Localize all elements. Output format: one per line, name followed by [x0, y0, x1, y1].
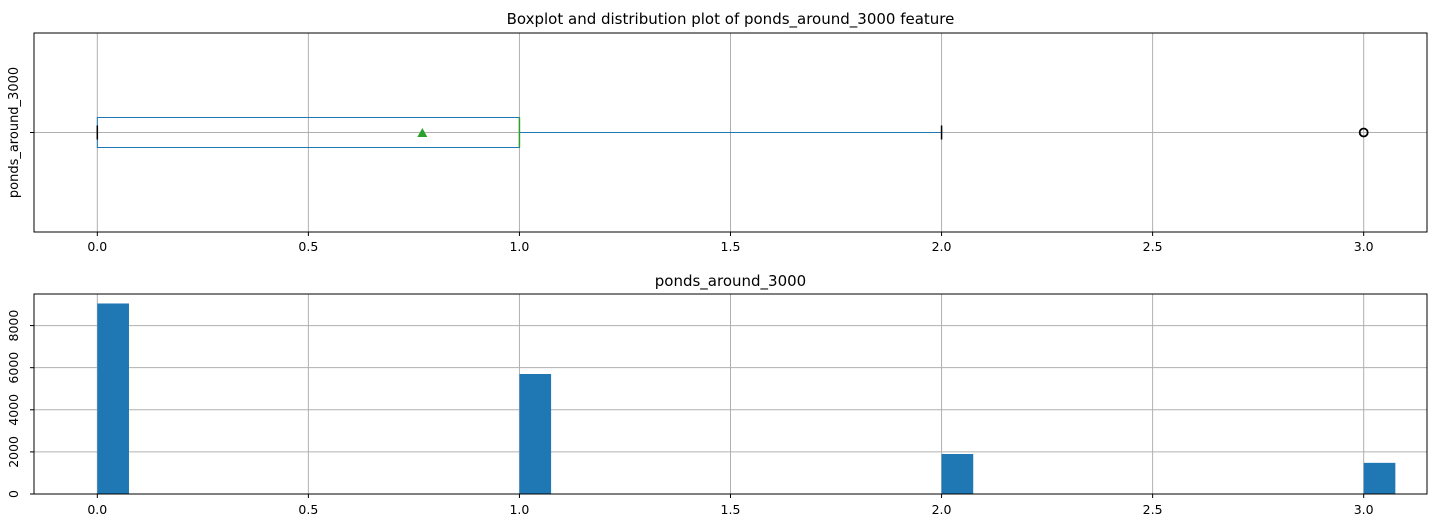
histogram-x-tick-label-6: 3.0 [1354, 502, 1374, 517]
histogram-y-tick-label-4: 8000 [6, 310, 21, 342]
histogram-x-tick-label-0: 0.0 [87, 502, 107, 517]
boxplot-outlier-0 [1358, 127, 1369, 138]
histogram-bar-1 [519, 374, 552, 494]
histogram-title: ponds_around_3000 [655, 272, 806, 291]
histogram-bar-0 [97, 303, 129, 494]
histogram-y-tick-label-3: 6000 [6, 352, 21, 384]
histogram-x-tick-label-5: 2.5 [1143, 502, 1163, 517]
histogram-bar-3 [1363, 462, 1396, 494]
boxplot-x-tick-label-3: 1.5 [721, 239, 741, 254]
boxplot-x-tick-label-4: 2.0 [932, 239, 952, 254]
boxplot-x-tick-label-5: 2.5 [1143, 239, 1163, 254]
histogram-y-ticks: 0 2000 4000 6000 8000 [6, 310, 34, 498]
histogram-y-tick-label-1: 2000 [6, 436, 21, 468]
boxplot-x-tick-label-1: 0.5 [298, 239, 318, 254]
histogram-x-tick-label-2: 1.0 [509, 502, 529, 517]
histogram-axes: ponds_around_3000 0.0 0.5 1.0 1.5 2.0 2.5 3.0 … [6, 272, 1428, 517]
boxplot-axes: Boxplot and distribution plot of ponds_a… [7, 10, 1428, 254]
histogram-x-tick-label-4: 2.0 [932, 502, 952, 517]
boxplot-x-tick-label-0: 0.0 [87, 239, 107, 254]
boxplot-mean-marker [417, 128, 428, 137]
histogram-bar-2 [941, 454, 974, 494]
boxplot-box-group [96, 117, 1369, 148]
histogram-y-tick-label-0: 0 [6, 490, 21, 498]
boxplot-x-ticks: 0.0 0.5 1.0 1.5 2.0 2.5 3.0 [87, 232, 1374, 254]
boxplot-y-axis-label: ponds_around_3000 [7, 67, 22, 198]
histogram-x-tick-label-1: 0.5 [298, 502, 318, 517]
boxplot-title: Boxplot and distribution plot of ponds_a… [507, 10, 955, 29]
histogram-gridlines [34, 294, 1427, 495]
boxplot-x-tick-label-2: 1.0 [509, 239, 529, 254]
histogram-y-tick-label-2: 4000 [6, 394, 21, 426]
boxplot-x-tick-label-6: 3.0 [1354, 239, 1374, 254]
histogram-x-ticks: 0.0 0.5 1.0 1.5 2.0 2.5 3.0 [87, 494, 1374, 517]
histogram-x-tick-label-3: 1.5 [721, 502, 741, 517]
histogram-bars [97, 303, 1396, 494]
